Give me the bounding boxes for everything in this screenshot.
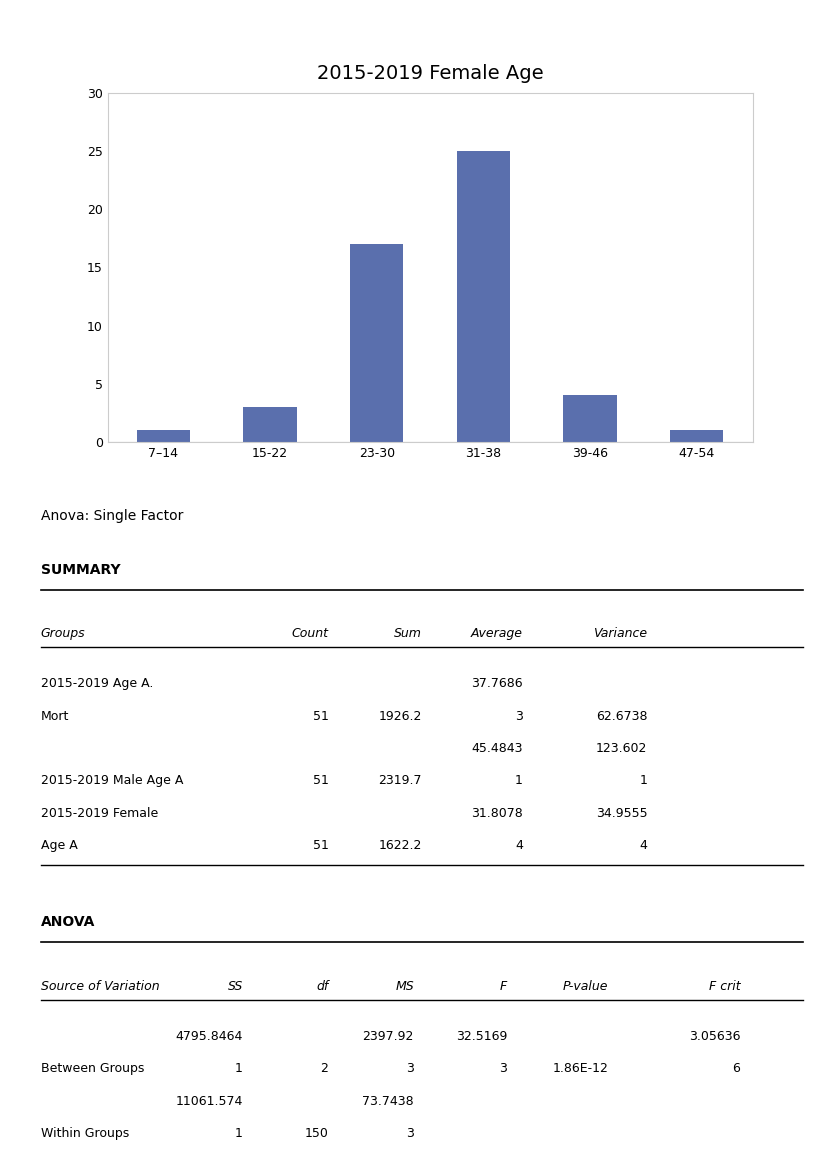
Text: 11061.574: 11061.574 xyxy=(175,1094,243,1108)
Text: 3: 3 xyxy=(406,1063,414,1076)
Text: 1.86E-12: 1.86E-12 xyxy=(552,1063,609,1076)
Text: 32.5169: 32.5169 xyxy=(456,1030,507,1043)
Text: 3.05636: 3.05636 xyxy=(689,1030,740,1043)
Text: 51: 51 xyxy=(313,775,328,787)
Text: 3: 3 xyxy=(500,1063,507,1076)
Text: 51: 51 xyxy=(313,840,328,852)
Text: 150: 150 xyxy=(304,1127,328,1140)
Bar xyxy=(563,395,617,442)
Text: P-value: P-value xyxy=(563,979,609,992)
Bar xyxy=(457,151,510,442)
Text: 73.7438: 73.7438 xyxy=(362,1094,414,1108)
Text: Within Groups: Within Groups xyxy=(41,1127,129,1140)
Title: 2015-2019 Female Age: 2015-2019 Female Age xyxy=(317,64,543,83)
Text: 1: 1 xyxy=(235,1063,243,1076)
Text: F: F xyxy=(500,979,507,992)
Text: Sum: Sum xyxy=(394,627,422,640)
Text: 123.602: 123.602 xyxy=(595,742,648,755)
Text: 6: 6 xyxy=(733,1063,740,1076)
Text: 4: 4 xyxy=(515,840,523,852)
Text: 3: 3 xyxy=(406,1127,414,1140)
Text: MS: MS xyxy=(395,979,414,992)
Text: Anova: Single Factor: Anova: Single Factor xyxy=(41,508,184,522)
Bar xyxy=(136,430,190,442)
Text: 2397.92: 2397.92 xyxy=(362,1030,414,1043)
Text: 3: 3 xyxy=(515,709,523,722)
Text: SS: SS xyxy=(227,979,243,992)
Text: 37.7686: 37.7686 xyxy=(471,677,523,691)
Text: Between Groups: Between Groups xyxy=(41,1063,144,1076)
Text: 1: 1 xyxy=(235,1127,243,1140)
Text: 4: 4 xyxy=(639,840,648,852)
Text: Average: Average xyxy=(471,627,523,640)
Text: Variance: Variance xyxy=(593,627,648,640)
Text: 1926.2: 1926.2 xyxy=(379,709,422,722)
Text: ANOVA: ANOVA xyxy=(41,915,95,929)
Text: Groups: Groups xyxy=(41,627,85,640)
Text: 51: 51 xyxy=(313,709,328,722)
Text: 1: 1 xyxy=(639,775,648,787)
Text: 62.6738: 62.6738 xyxy=(595,709,648,722)
Text: Count: Count xyxy=(291,627,328,640)
Text: 2015-2019 Female: 2015-2019 Female xyxy=(41,807,158,820)
Text: 34.9555: 34.9555 xyxy=(595,807,648,820)
Text: 2319.7: 2319.7 xyxy=(378,775,422,787)
Text: 4795.8464: 4795.8464 xyxy=(175,1030,243,1043)
Text: F crit: F crit xyxy=(709,979,740,992)
Bar xyxy=(350,244,404,442)
Text: df: df xyxy=(316,979,328,992)
Bar xyxy=(243,407,297,442)
Text: 45.4843: 45.4843 xyxy=(471,742,523,755)
Text: 1622.2: 1622.2 xyxy=(379,840,422,852)
Text: Age A: Age A xyxy=(41,840,78,852)
Bar xyxy=(670,430,724,442)
Text: 2: 2 xyxy=(321,1063,328,1076)
Text: Source of Variation: Source of Variation xyxy=(41,979,160,992)
Text: SUMMARY: SUMMARY xyxy=(41,563,121,577)
Text: 1: 1 xyxy=(515,775,523,787)
Text: Mort: Mort xyxy=(41,709,69,722)
Text: 31.8078: 31.8078 xyxy=(471,807,523,820)
Text: 2015-2019 Age A.: 2015-2019 Age A. xyxy=(41,677,153,691)
Text: 2015-2019 Male Age A: 2015-2019 Male Age A xyxy=(41,775,184,787)
